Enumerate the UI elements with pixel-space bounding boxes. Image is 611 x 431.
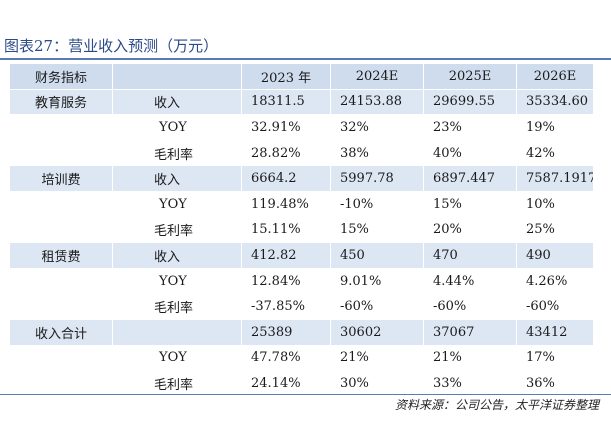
header-metric xyxy=(112,63,242,90)
metric-cell: 毛利率 xyxy=(112,370,242,397)
table-row: 收入合计 25389 30602 37067 43412 xyxy=(9,318,594,346)
value-cell: 10% xyxy=(516,190,594,218)
revenue-forecast-table: 财务指标 2023 年 2024E 2025E 2026E 教育服务 收入 1831… xyxy=(9,63,594,397)
metric-cell: 收入 xyxy=(112,165,242,192)
value-cell: 47.78% xyxy=(241,344,331,372)
value-cell: -10% xyxy=(330,190,424,218)
metric-cell: YOY xyxy=(112,267,242,295)
value-cell: 19% xyxy=(516,114,594,141)
value-cell: 24.14% xyxy=(241,370,331,397)
value-cell: 25389 xyxy=(241,318,331,346)
figure-title: 图表27：营业收入预测（万元） xyxy=(4,37,219,55)
table-row: 毛利率 -37.85% -60% -60% -60% xyxy=(9,293,594,320)
table-header-row: 财务指标 2023 年 2024E 2025E 2026E xyxy=(9,63,594,90)
table-row: 教育服务 收入 18311.5 24153.88 29699.55 35334.60 xyxy=(9,88,594,116)
value-cell: 20% xyxy=(423,216,517,244)
header-2025e: 2025E xyxy=(423,63,517,90)
value-cell: 6664.2 xyxy=(241,165,331,192)
value-cell: 17% xyxy=(516,344,594,372)
source-note: 资料来源：公司公告，太平洋证券整理 xyxy=(394,398,599,412)
metric-cell: 收入 xyxy=(112,88,242,116)
value-cell: 23% xyxy=(423,114,517,141)
value-cell: 43412 xyxy=(516,318,594,346)
metric-cell: YOY xyxy=(112,190,242,218)
segment-cell: 教育服务 xyxy=(9,88,113,116)
header-indicator: 财务指标 xyxy=(9,63,113,90)
header-2024e: 2024E xyxy=(330,63,424,90)
segment-cell xyxy=(9,114,113,141)
metric-cell: YOY xyxy=(112,344,242,372)
value-cell: 119.48% xyxy=(241,190,331,218)
value-cell: 6897.447 xyxy=(423,165,517,192)
value-cell: 30602 xyxy=(330,318,424,346)
segment-cell xyxy=(9,293,113,320)
segment-cell: 培训费 xyxy=(9,165,113,192)
title-divider xyxy=(0,58,611,60)
value-cell: 21% xyxy=(423,344,517,372)
value-cell: 36% xyxy=(516,370,594,397)
value-cell: 4.44% xyxy=(423,267,517,295)
metric-cell: 毛利率 xyxy=(112,216,242,244)
value-cell: 32.91% xyxy=(241,114,331,141)
bottom-divider xyxy=(0,394,611,395)
value-cell: 30% xyxy=(330,370,424,397)
value-cell: 15% xyxy=(423,190,517,218)
table-row: 毛利率 15.11% 15% 20% 25% xyxy=(9,216,594,244)
value-cell: 21% xyxy=(330,344,424,372)
header-2026e: 2026E xyxy=(516,63,594,90)
value-cell: 42% xyxy=(516,139,594,167)
segment-cell xyxy=(9,344,113,372)
value-cell: 7587.1917 xyxy=(516,165,594,192)
value-cell: 15.11% xyxy=(241,216,331,244)
value-cell: 35334.60 xyxy=(516,88,594,116)
metric-cell: YOY xyxy=(112,114,242,141)
value-cell: -37.85% xyxy=(241,293,331,320)
segment-cell xyxy=(9,190,113,218)
table-row: YOY 47.78% 21% 21% 17% xyxy=(9,344,594,372)
value-cell: 9.01% xyxy=(330,267,424,295)
table-row: YOY 119.48% -10% 15% 10% xyxy=(9,190,594,218)
value-cell: 33% xyxy=(423,370,517,397)
value-cell: 12.84% xyxy=(241,267,331,295)
table-row: YOY 32.91% 32% 23% 19% xyxy=(9,114,594,141)
metric-cell: 毛利率 xyxy=(112,139,242,167)
segment-cell xyxy=(9,139,113,167)
header-2023: 2023 年 xyxy=(241,63,331,90)
value-cell: -60% xyxy=(423,293,517,320)
segment-cell xyxy=(9,370,113,397)
value-cell: 24153.88 xyxy=(330,88,424,116)
value-cell: 450 xyxy=(330,242,424,269)
value-cell: 5997.78 xyxy=(330,165,424,192)
value-cell: 412.82 xyxy=(241,242,331,269)
value-cell: 15% xyxy=(330,216,424,244)
value-cell: 40% xyxy=(423,139,517,167)
metric-cell: 毛利率 xyxy=(112,293,242,320)
value-cell: 18311.5 xyxy=(241,88,331,116)
segment-cell xyxy=(9,267,113,295)
table-row: 毛利率 24.14% 30% 33% 36% xyxy=(9,370,594,397)
metric-cell xyxy=(112,318,242,346)
value-cell: 37067 xyxy=(423,318,517,346)
table-row: 毛利率 28.82% 38% 40% 42% xyxy=(9,139,594,167)
segment-cell: 租赁费 xyxy=(9,242,113,269)
table-row: 培训费 收入 6664.2 5997.78 6897.447 7587.1917 xyxy=(9,165,594,192)
value-cell: 32% xyxy=(330,114,424,141)
value-cell: -60% xyxy=(330,293,424,320)
value-cell: 38% xyxy=(330,139,424,167)
value-cell: -60% xyxy=(516,293,594,320)
value-cell: 490 xyxy=(516,242,594,269)
value-cell: 470 xyxy=(423,242,517,269)
value-cell: 25% xyxy=(516,216,594,244)
metric-cell: 收入 xyxy=(112,242,242,269)
value-cell: 4.26% xyxy=(516,267,594,295)
value-cell: 28.82% xyxy=(241,139,331,167)
segment-cell: 收入合计 xyxy=(9,318,113,346)
value-cell: 29699.55 xyxy=(423,88,517,116)
table-row: 租赁费 收入 412.82 450 470 490 xyxy=(9,242,594,269)
table-row: YOY 12.84% 9.01% 4.44% 4.26% xyxy=(9,267,594,295)
segment-cell xyxy=(9,216,113,244)
